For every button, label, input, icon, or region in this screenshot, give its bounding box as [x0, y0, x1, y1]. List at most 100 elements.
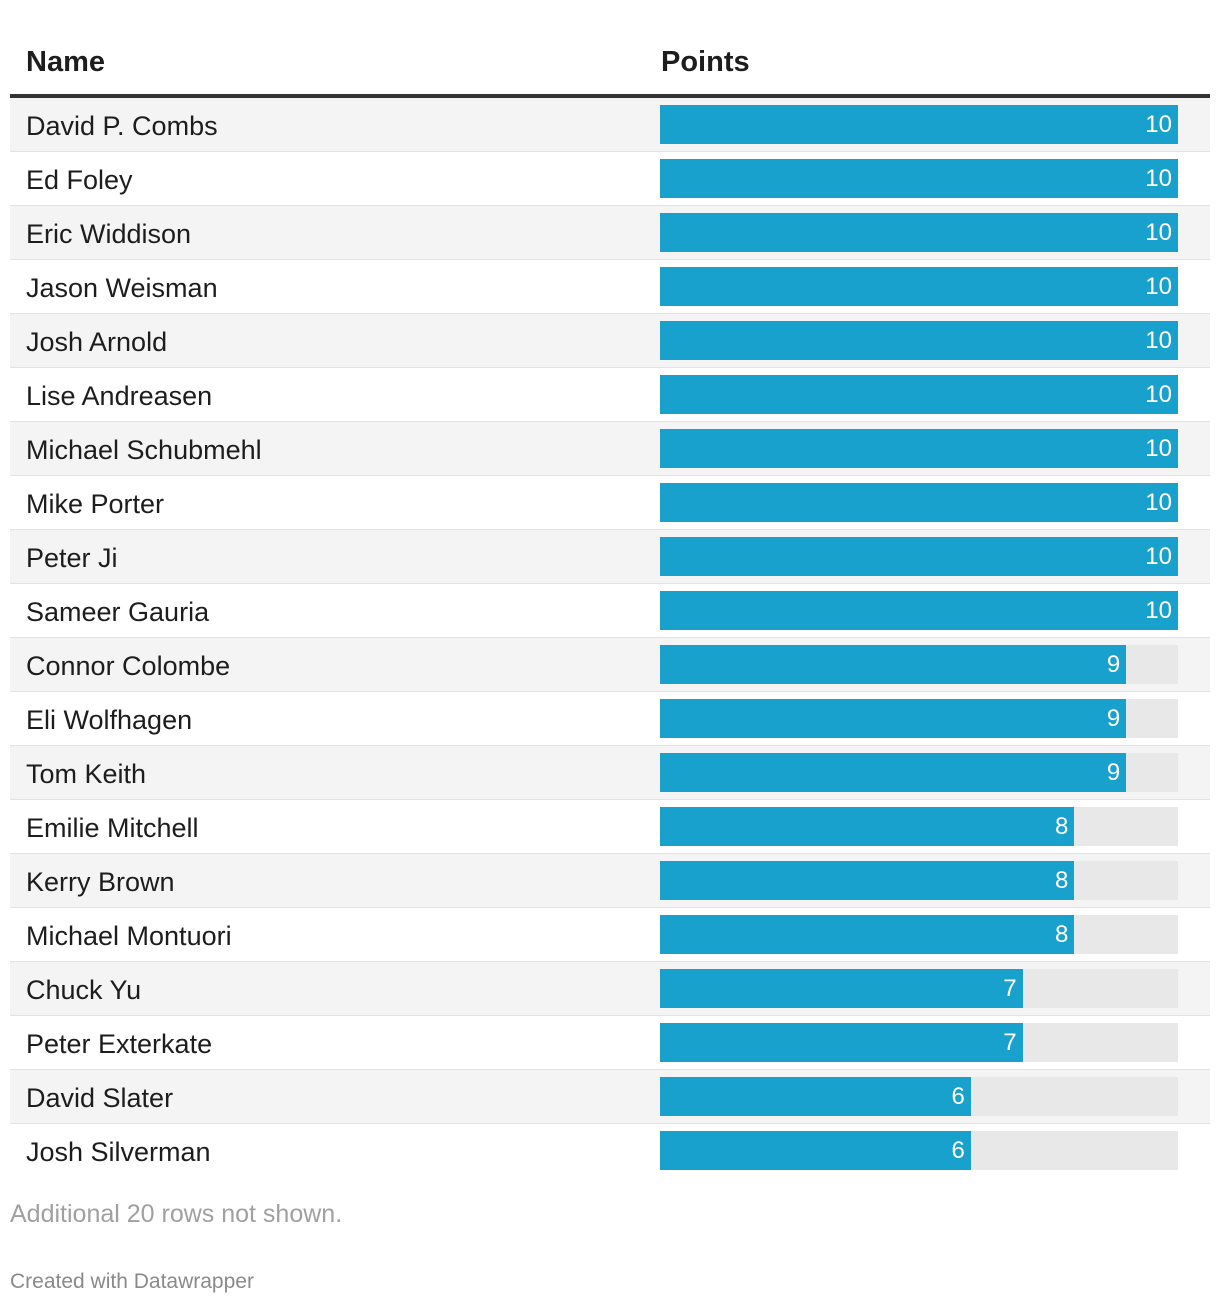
table-row: Mike Porter 10 [10, 476, 1210, 530]
points-value-label: 10 [1145, 543, 1172, 570]
bar-track: 6 [660, 1077, 1178, 1116]
bar-track: 9 [660, 645, 1178, 684]
table-row: David P. Combs 10 [10, 98, 1210, 152]
points-value-label: 10 [1145, 327, 1172, 354]
points-bar: 10 [660, 213, 1178, 252]
points-value-label: 10 [1145, 597, 1172, 624]
points-value-label: 9 [1106, 705, 1121, 732]
points-value-label: 8 [1055, 921, 1069, 948]
table-row: Chuck Yu 7 [10, 962, 1210, 1016]
bar-track: 10 [660, 105, 1178, 144]
points-bar: 10 [660, 321, 1178, 360]
row-name: Peter Exterkate [26, 1029, 213, 1059]
row-name: Chuck Yu [26, 975, 142, 1005]
bar-track: 8 [660, 915, 1178, 954]
table-row: Peter Exterkate 7 [10, 1016, 1210, 1070]
bar-track: 10 [660, 429, 1178, 468]
points-value-label: 6 [951, 1137, 965, 1164]
row-name: Jason Weisman [26, 273, 218, 303]
points-bar: 10 [660, 159, 1178, 198]
table-row: Connor Colombe 9 [10, 638, 1210, 692]
row-name: Eli Wolfhagen [26, 705, 193, 735]
bar-track: 10 [660, 213, 1178, 252]
table-header: Name Points [10, 28, 1210, 98]
table-row: Peter Ji 10 [10, 530, 1210, 584]
points-bar: 9 [660, 753, 1127, 792]
bar-track: 10 [660, 159, 1178, 198]
points-bar: 8 [660, 861, 1075, 900]
points-value-label: 10 [1145, 219, 1172, 246]
table-row: David Slater 6 [10, 1070, 1210, 1124]
row-name: Michael Montuori [26, 921, 232, 951]
bar-track: 10 [660, 591, 1178, 630]
row-name: Ed Foley [26, 165, 133, 195]
table-row: Kerry Brown 8 [10, 854, 1210, 908]
row-name: Kerry Brown [26, 867, 175, 897]
points-bar: 10 [660, 429, 1178, 468]
column-header-name[interactable]: Name [26, 46, 105, 78]
table-row: Michael Montuori 8 [10, 908, 1210, 962]
bar-track: 10 [660, 267, 1178, 306]
table-row: Eli Wolfhagen 9 [10, 692, 1210, 746]
points-value-label: 10 [1145, 435, 1172, 462]
points-bar: 7 [660, 1023, 1023, 1062]
points-value-label: 10 [1145, 381, 1172, 408]
points-value-label: 7 [1003, 975, 1017, 1002]
row-name: Josh Silverman [26, 1137, 211, 1167]
bar-track: 10 [660, 537, 1178, 576]
points-bar: 10 [660, 483, 1178, 522]
row-name: Josh Arnold [26, 327, 168, 357]
points-bar: 8 [660, 915, 1075, 954]
table-row: Tom Keith 9 [10, 746, 1210, 800]
table-row: Lise Andreasen 10 [10, 368, 1210, 422]
table-body: David P. Combs 10 Ed Foley 10 Eric Widdison 1… [10, 98, 1210, 1178]
table-row: Emilie Mitchell 8 [10, 800, 1210, 854]
table-row: Josh Silverman 6 [10, 1124, 1210, 1178]
row-name: Mike Porter [26, 489, 165, 519]
points-value-label: 7 [1003, 1029, 1017, 1056]
datawrapper-credit[interactable]: Created with Datawrapper [10, 1270, 254, 1293]
points-value-label: 9 [1106, 759, 1121, 786]
points-value-label: 10 [1145, 165, 1172, 192]
points-bar: 10 [660, 105, 1178, 144]
row-name: Emilie Mitchell [26, 813, 199, 843]
bar-track: 10 [660, 375, 1178, 414]
table-row: Ed Foley 10 [10, 152, 1210, 206]
bar-track: 6 [660, 1131, 1178, 1170]
points-bar: 10 [660, 375, 1178, 414]
row-name: Michael Schubmehl [26, 435, 262, 465]
points-bar: 9 [660, 645, 1127, 684]
points-bar: 6 [660, 1131, 971, 1170]
points-bar: 8 [660, 807, 1075, 846]
table-row: Michael Schubmehl 10 [10, 422, 1210, 476]
bar-track: 10 [660, 321, 1178, 360]
points-value-label: 10 [1145, 111, 1172, 138]
points-value-label: 10 [1145, 489, 1172, 516]
points-bar: 10 [660, 591, 1178, 630]
row-name: Connor Colombe [26, 651, 231, 681]
points-value-label: 6 [951, 1083, 965, 1110]
bar-track: 9 [660, 699, 1178, 738]
points-bar: 6 [660, 1077, 971, 1116]
row-name: David Slater [26, 1083, 174, 1113]
row-name: Tom Keith [26, 759, 147, 789]
row-name: Peter Ji [26, 543, 118, 573]
table-row: Jason Weisman 10 [10, 260, 1210, 314]
bar-track: 8 [660, 861, 1178, 900]
bar-track: 9 [660, 753, 1178, 792]
table-row: Eric Widdison 10 [10, 206, 1210, 260]
points-value-label: 9 [1106, 651, 1121, 678]
table-row: Sameer Gauria 10 [10, 584, 1210, 638]
row-name: Lise Andreasen [26, 381, 213, 411]
points-bar: 10 [660, 537, 1178, 576]
points-value-label: 10 [1145, 273, 1172, 300]
row-name: David P. Combs [26, 111, 218, 141]
points-bar: 7 [660, 969, 1023, 1008]
table-row: Josh Arnold 10 [10, 314, 1210, 368]
points-value-label: 8 [1055, 813, 1069, 840]
points-value-label: 8 [1055, 867, 1069, 894]
bar-track: 7 [660, 969, 1178, 1008]
row-name: Sameer Gauria [26, 597, 210, 627]
bar-track: 10 [660, 483, 1178, 522]
column-header-points[interactable]: Points [661, 46, 750, 78]
